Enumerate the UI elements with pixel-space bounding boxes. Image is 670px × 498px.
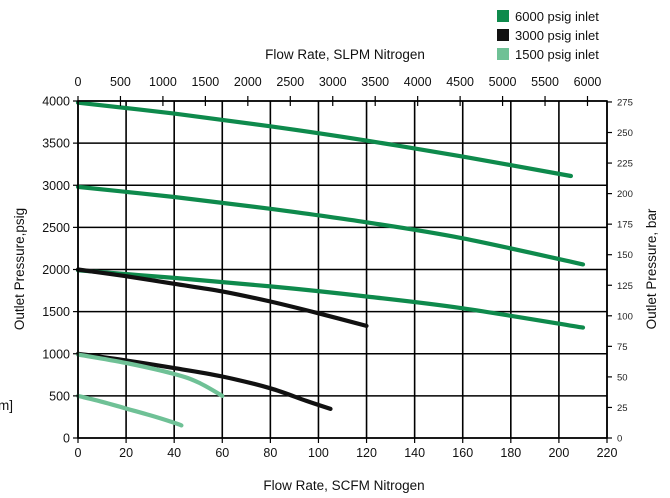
grid xyxy=(77,100,608,439)
edge-fragment-text: m] xyxy=(0,398,13,413)
right-tick-label-4: 100 xyxy=(617,311,633,322)
right-tick-label-9: 225 xyxy=(617,159,633,170)
bottom-tick-label-7: 140 xyxy=(404,446,425,460)
series-0-curve-2 xyxy=(75,268,586,330)
legend-swatch-6000 xyxy=(497,10,509,22)
bottom-tick-label-5: 100 xyxy=(308,446,329,460)
bottom-tick-label-4: 80 xyxy=(263,446,277,460)
bottom-axis-title: Flow Rate, SCFM Nitrogen xyxy=(263,478,424,493)
top-tick-label-9: 4500 xyxy=(446,75,474,89)
right-tick-label-3: 75 xyxy=(617,342,628,353)
top-tick-label-10: 5000 xyxy=(489,75,517,89)
legend-swatch-3000 xyxy=(497,29,509,41)
right-tick-label-10: 250 xyxy=(617,128,633,139)
right-tick-label-0: 0 xyxy=(617,434,622,445)
series-2-curve-1 xyxy=(75,393,184,428)
bottom-tick-label-9: 180 xyxy=(500,446,521,460)
bottom-tick-label-11: 220 xyxy=(597,446,618,460)
data-curves xyxy=(75,100,586,428)
top-tick-label-12: 6000 xyxy=(574,75,602,89)
right-tick-label-11: 275 xyxy=(617,97,633,108)
bottom-tick-label-1: 20 xyxy=(119,446,133,460)
top-axis-title: Flow Rate, SLPM Nitrogen xyxy=(265,47,425,62)
bottom-tick-label-3: 60 xyxy=(215,446,229,460)
bottom-tick-label-2: 40 xyxy=(167,446,181,460)
bottom-tick-label-6: 120 xyxy=(356,446,377,460)
top-tick-label-11: 5500 xyxy=(531,75,559,89)
left-tick-label-4: 2000 xyxy=(42,263,70,277)
right-axis-title: Outlet Pressure, bar xyxy=(644,208,659,329)
legend: 6000 psig inlet 3000 psig inlet 1500 psi… xyxy=(497,9,599,62)
legend-label-3000: 3000 psig inlet xyxy=(515,28,599,43)
left-tick-label-3: 1500 xyxy=(42,305,70,319)
top-tick-label-8: 4000 xyxy=(404,75,432,89)
bottom-tick-label-10: 200 xyxy=(548,446,569,460)
bottom-tick-label-0: 0 xyxy=(75,446,82,460)
top-tick-label-6: 3000 xyxy=(319,75,347,89)
left-tick-label-5: 2500 xyxy=(42,221,70,235)
tick-labels: 0 20 40 60 80 100 120 140 160 180 200 2200500100015… xyxy=(42,75,633,460)
top-tick-label-3: 1500 xyxy=(191,75,219,89)
left-tick-label-2: 1000 xyxy=(42,347,70,361)
left-tick-label-1: 500 xyxy=(49,389,70,403)
top-tick-label-7: 3500 xyxy=(361,75,389,89)
left-tick-label-7: 3500 xyxy=(42,137,70,151)
series-2-curve-0 xyxy=(75,352,225,398)
top-tick-label-4: 2000 xyxy=(234,75,262,89)
legend-label-1500: 1500 psig inlet xyxy=(515,47,599,62)
legend-label-6000: 6000 psig inlet xyxy=(515,9,599,24)
right-tick-label-8: 200 xyxy=(617,189,633,200)
series-0-curve-0 xyxy=(75,100,573,179)
legend-swatch-1500 xyxy=(497,48,509,60)
series-1-curve-1 xyxy=(75,351,333,411)
top-tick-label-5: 2500 xyxy=(276,75,304,89)
right-tick-label-1: 25 xyxy=(617,403,628,414)
right-tick-label-6: 150 xyxy=(617,250,633,261)
axis-ticks xyxy=(73,96,612,443)
left-tick-label-6: 3000 xyxy=(42,179,70,193)
left-tick-label-0: 0 xyxy=(63,432,70,446)
right-tick-label-7: 175 xyxy=(617,220,633,231)
bottom-tick-label-8: 160 xyxy=(452,446,473,460)
top-tick-label-0: 0 xyxy=(75,75,82,89)
series-0-curve-1 xyxy=(75,184,586,267)
right-tick-label-2: 50 xyxy=(617,372,628,383)
series-1-curve-0 xyxy=(75,267,369,328)
right-tick-label-5: 125 xyxy=(617,281,633,292)
top-tick-label-2: 1000 xyxy=(149,75,177,89)
top-tick-label-1: 500 xyxy=(110,75,131,89)
left-tick-label-8: 4000 xyxy=(42,95,70,109)
left-axis-title: Outlet Pressure,psig xyxy=(12,208,27,330)
